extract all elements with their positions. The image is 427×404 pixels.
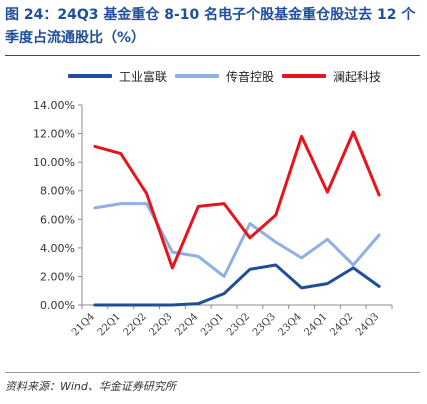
y-tick-label: 14.00% (33, 99, 75, 112)
x-tick-label: 22Q4 (173, 311, 200, 338)
y-tick-label: 0.00% (40, 299, 75, 312)
legend-item-series-2: 传音控股 (175, 66, 274, 86)
source-note: 资料来源：Wind、华金证券研究所 (5, 380, 176, 393)
y-tick-label: 6.00% (40, 213, 75, 226)
x-tick-label: 23Q3 (251, 311, 278, 338)
y-tick-label: 12.00% (33, 128, 75, 141)
chart-legend: 工业富联 传音控股 澜起科技 (0, 66, 427, 86)
y-tick-label: 10.00% (33, 156, 75, 169)
x-tick-label: 24Q1 (302, 311, 329, 338)
legend-item-series-1: 工业富联 (68, 66, 167, 86)
x-tick-label: 24Q3 (354, 311, 381, 338)
legend-swatch-series-1 (68, 74, 112, 78)
legend-item-series-3: 澜起科技 (282, 66, 381, 86)
x-tick-label: 23Q1 (199, 311, 226, 338)
x-tick-label: 22Q3 (147, 311, 174, 338)
title-divider (5, 55, 420, 56)
y-tick-label: 2.00% (40, 270, 75, 283)
legend-label-series-2: 传音控股 (226, 69, 275, 84)
legend-label-series-3: 澜起科技 (333, 69, 382, 84)
figure-title: 图 24：24Q3 基金重仓 8-10 名电子个股基金重仓股过去 12 个季度占… (5, 7, 416, 46)
footer-divider (5, 372, 420, 373)
series-line-1 (93, 263, 381, 307)
x-tick-label: 24Q2 (328, 311, 355, 338)
y-tick-label: 8.00% (40, 185, 75, 198)
x-tick-label: 21Q4 (70, 311, 97, 338)
x-tick-label: 23Q4 (277, 311, 304, 338)
y-tick-label: 4.00% (40, 242, 75, 255)
legend-label-series-1: 工业富联 (119, 69, 168, 84)
x-tick-label: 22Q2 (122, 311, 149, 338)
series-line-2 (93, 202, 381, 278)
legend-swatch-series-2 (175, 74, 219, 78)
x-tick-label: 23Q2 (225, 311, 252, 338)
legend-swatch-series-3 (282, 74, 326, 78)
series-line-3 (93, 130, 381, 270)
x-tick-label: 22Q1 (96, 311, 123, 338)
